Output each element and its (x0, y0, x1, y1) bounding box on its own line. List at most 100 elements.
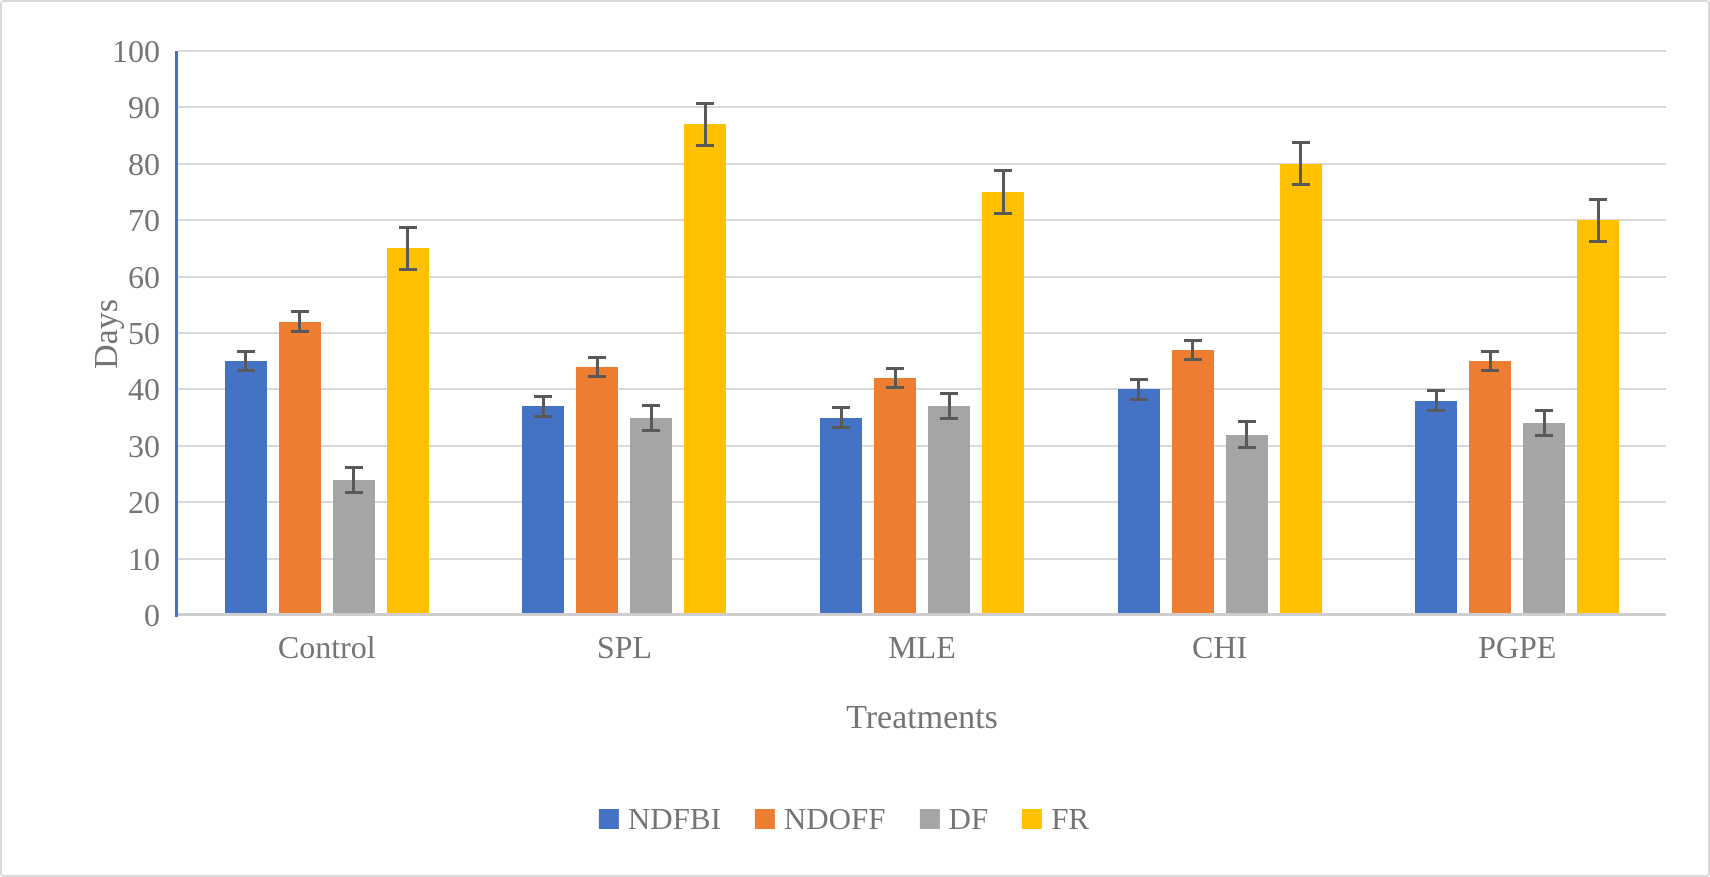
error-cap-top-DF-CHI (1237, 420, 1256, 424)
gridline-60 (178, 275, 1666, 278)
y-tick-60: 60 (128, 258, 160, 295)
legend-label-NDFBI: NDFBI (627, 801, 721, 836)
error-cap-top-NDFBI-Control (236, 349, 255, 353)
error-cap-bottom-NDFBI-MLE (832, 425, 850, 429)
gridline-80 (178, 162, 1666, 165)
gridline-90 (178, 106, 1666, 109)
bar-FR-MLE (982, 192, 1024, 615)
error-cap-top-FR-SPL (696, 101, 715, 105)
error-cap-bottom-FR-MLE (994, 211, 1012, 215)
error-bar-DF-Control (352, 465, 356, 494)
error-bar-NDOFF-CHI (1191, 338, 1195, 362)
error-bar-NDFBI-CHI (1137, 378, 1141, 401)
error-cap-top-NDOFF-MLE (886, 366, 904, 370)
error-bar-DF-SPL (649, 403, 653, 432)
error-cap-bottom-NDOFF-SPL (588, 375, 607, 379)
gridline-100 (178, 50, 1666, 52)
y-tick-50: 50 (128, 315, 160, 351)
error-bar-FR-CHI (1299, 141, 1303, 187)
legend-item-NDFBI: NDFBI (598, 801, 721, 836)
error-cap-bottom-NDFBI-PGPE (1427, 408, 1446, 412)
x-category-SPL: SPL (596, 629, 652, 665)
error-bar-FR-MLE (1001, 169, 1005, 215)
y-tick-10: 10 (128, 540, 160, 577)
error-cap-bottom-DF-MLE (940, 417, 958, 421)
legend: NDFBI NDOFF DF FR (598, 801, 1089, 836)
error-cap-bottom-NDFBI-SPL (534, 414, 553, 418)
error-cap-bottom-NDOFF-PGPE (1481, 369, 1500, 373)
error-cap-bottom-NDOFF-MLE (886, 386, 904, 390)
gridline-50 (178, 332, 1666, 334)
error-cap-bottom-NDFBI-CHI (1129, 397, 1148, 401)
error-cap-bottom-DF-CHI (1237, 445, 1256, 449)
bar-NDOFF-SPL (576, 366, 619, 615)
y-tick-40: 40 (128, 371, 160, 408)
y-tick-20: 20 (128, 484, 160, 521)
error-cap-top-DF-Control (344, 465, 363, 469)
error-cap-top-DF-MLE (940, 392, 958, 396)
error-cap-top-DF-PGPE (1535, 409, 1554, 413)
bar-DF-SPL (630, 417, 673, 615)
bar-NDOFF-CHI (1171, 349, 1214, 615)
bar-NDFBI-SPL (522, 406, 565, 615)
error-cap-top-NDOFF-SPL (588, 355, 607, 359)
x-axis-line (178, 613, 1666, 616)
bar-FR-CHI (1279, 163, 1322, 615)
error-bar-NDFBI-PGPE (1434, 389, 1438, 412)
error-cap-top-NDOFF-CHI (1183, 338, 1202, 342)
bar-NDOFF-Control (278, 321, 321, 615)
x-category-PGPE: PGPE (1478, 629, 1557, 665)
error-cap-top-DF-SPL (642, 403, 661, 407)
y-tick-90: 90 (128, 89, 160, 126)
gridline-40 (178, 388, 1666, 391)
legend-swatch-NDFBI (598, 808, 619, 829)
gridline-70 (178, 219, 1666, 222)
error-bar-FR-Control (406, 225, 410, 271)
gridline-10 (178, 557, 1666, 560)
y-tick-30: 30 (128, 427, 160, 464)
error-cap-bottom-NDFBI-Control (236, 369, 255, 373)
error-cap-top-NDFBI-PGPE (1427, 389, 1446, 393)
y-tick-70: 70 (128, 202, 160, 239)
error-cap-bottom-FR-Control (398, 267, 417, 271)
bar-FR-PGPE (1577, 220, 1620, 615)
y-tick-100: 100 (112, 33, 160, 69)
legend-swatch-DF (919, 808, 940, 829)
legend-label-NDOFF: NDOFF (783, 801, 886, 836)
error-cap-bottom-NDOFF-CHI (1183, 358, 1202, 362)
bar-NDFBI-Control (224, 361, 267, 615)
error-bar-NDOFF-MLE (893, 366, 897, 390)
legend-item-FR: FR (1022, 803, 1089, 834)
error-cap-bottom-DF-PGPE (1535, 434, 1554, 438)
error-cap-top-NDOFF-PGPE (1481, 349, 1500, 353)
error-bar-DF-CHI (1245, 420, 1249, 449)
y-axis-line (175, 51, 178, 617)
legend-item-DF: DF (919, 801, 989, 836)
error-bar-NDOFF-PGPE (1488, 349, 1492, 373)
gridline-20 (178, 501, 1666, 504)
bar-NDOFF-MLE (874, 378, 916, 615)
error-bar-DF-PGPE (1542, 409, 1546, 438)
bar-NDFBI-PGPE (1415, 400, 1458, 615)
bar-DF-Control (332, 479, 375, 615)
bar-NDOFF-PGPE (1469, 361, 1512, 615)
error-bar-NDOFF-Control (298, 310, 302, 333)
bar-FR-SPL (684, 124, 727, 615)
bar-NDFBI-MLE (820, 417, 862, 615)
error-bar-NDOFF-SPL (595, 355, 599, 379)
y-tick-0: 0 (144, 597, 160, 633)
error-cap-bottom-DF-Control (344, 490, 363, 494)
legend-item-NDOFF: NDOFF (754, 801, 886, 836)
error-bar-FR-PGPE (1596, 197, 1600, 243)
legend-swatch-FR (1022, 808, 1043, 829)
error-cap-top-NDOFF-Control (290, 310, 309, 314)
error-bar-NDFBI-MLE (839, 406, 843, 429)
error-bar-DF-MLE (947, 392, 951, 421)
legend-label-DF: DF (948, 801, 989, 836)
x-category-CHI: CHI (1192, 629, 1248, 665)
error-cap-bottom-FR-SPL (696, 143, 715, 147)
bar-DF-PGPE (1523, 423, 1566, 615)
x-category-Control: Control (277, 629, 376, 665)
error-cap-top-NDFBI-SPL (534, 395, 553, 399)
